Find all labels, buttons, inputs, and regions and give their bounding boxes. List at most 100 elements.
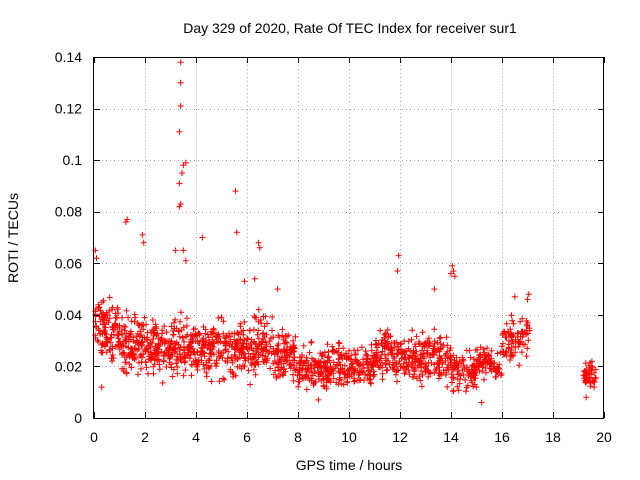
data-point [210, 327, 217, 333]
data-point [395, 252, 402, 259]
data-point [493, 368, 500, 375]
data-point [303, 386, 310, 393]
data-point [161, 323, 168, 330]
data-point [269, 314, 276, 320]
data-point [405, 367, 412, 374]
data-point [159, 330, 166, 337]
data-point [196, 340, 203, 346]
x-tick-label: 4 [192, 429, 200, 445]
data-point [253, 359, 260, 366]
data-point [467, 354, 474, 361]
data-point [183, 322, 190, 329]
data-point [154, 357, 161, 364]
data-point [331, 348, 338, 355]
data-point [234, 363, 241, 370]
data-point [340, 381, 347, 388]
data-point [233, 229, 240, 236]
data-point [247, 381, 254, 388]
data-point [462, 377, 469, 383]
data-point [398, 347, 404, 354]
data-point [506, 357, 513, 363]
data-point [200, 338, 207, 345]
data-point [336, 359, 342, 366]
data-point [194, 361, 201, 368]
data-point [434, 339, 441, 346]
data-point [148, 356, 155, 363]
data-point [99, 321, 106, 328]
data-point [235, 331, 242, 338]
data-point [279, 326, 286, 333]
data-point [431, 361, 438, 368]
data-point [182, 257, 189, 264]
y-tick-labels: 0 0.02 0.04 0.06 0.08 0.1 0.12 0.14 [55, 49, 82, 426]
data-point [123, 369, 130, 376]
data-point [221, 376, 228, 383]
data-point [275, 341, 282, 347]
data-point [295, 383, 302, 390]
data-point [151, 350, 157, 357]
data-point [109, 351, 116, 358]
data-point [255, 354, 262, 361]
data-point [231, 330, 238, 337]
data-point [201, 365, 208, 372]
data-point [134, 330, 141, 337]
data-point [261, 323, 268, 330]
data-point [387, 346, 394, 353]
y-tick-label: 0.02 [55, 358, 82, 374]
data-point [176, 128, 183, 135]
data-point [215, 334, 222, 341]
data-point [330, 375, 337, 382]
data-point [180, 247, 187, 254]
data-point [97, 318, 104, 325]
data-point [269, 327, 275, 334]
data-point [431, 338, 438, 345]
data-point [591, 379, 598, 386]
data-point [383, 355, 389, 362]
data-point [437, 334, 444, 341]
data-point [227, 368, 234, 375]
data-point [363, 351, 370, 358]
data-point [382, 343, 389, 350]
data-point [131, 354, 137, 361]
data-point [263, 343, 270, 350]
data-point [439, 361, 446, 367]
data-point [457, 372, 464, 379]
data-point [168, 338, 175, 345]
data-point [213, 357, 220, 364]
data-point [127, 330, 133, 337]
data-point [136, 341, 143, 348]
data-point [149, 317, 156, 323]
data-point [297, 360, 304, 367]
data-point [304, 357, 311, 364]
data-point [436, 352, 443, 359]
data-point [354, 377, 361, 384]
data-point [384, 326, 391, 333]
data-point [368, 347, 375, 354]
data-point [173, 325, 180, 332]
data-point [370, 373, 377, 380]
data-point [448, 356, 455, 363]
data-point [306, 367, 312, 374]
data-point [173, 360, 180, 367]
data-point [135, 322, 142, 329]
y-tick-label: 0.06 [55, 255, 82, 271]
data-point [471, 381, 478, 388]
data-point [423, 342, 430, 349]
data-point [379, 376, 386, 383]
data-point [266, 338, 273, 345]
data-point [397, 363, 404, 370]
data-point [335, 368, 342, 375]
data-point [118, 330, 125, 337]
data-point [95, 301, 102, 308]
data-point [122, 336, 129, 343]
data-point [588, 366, 595, 373]
data-point [402, 366, 409, 373]
data-point [356, 372, 362, 378]
data-point [177, 59, 184, 66]
data-point [485, 352, 492, 359]
data-point [524, 296, 531, 303]
data-point [591, 369, 597, 376]
data-point [338, 352, 345, 359]
data-point [499, 332, 506, 338]
data-point [325, 353, 332, 360]
